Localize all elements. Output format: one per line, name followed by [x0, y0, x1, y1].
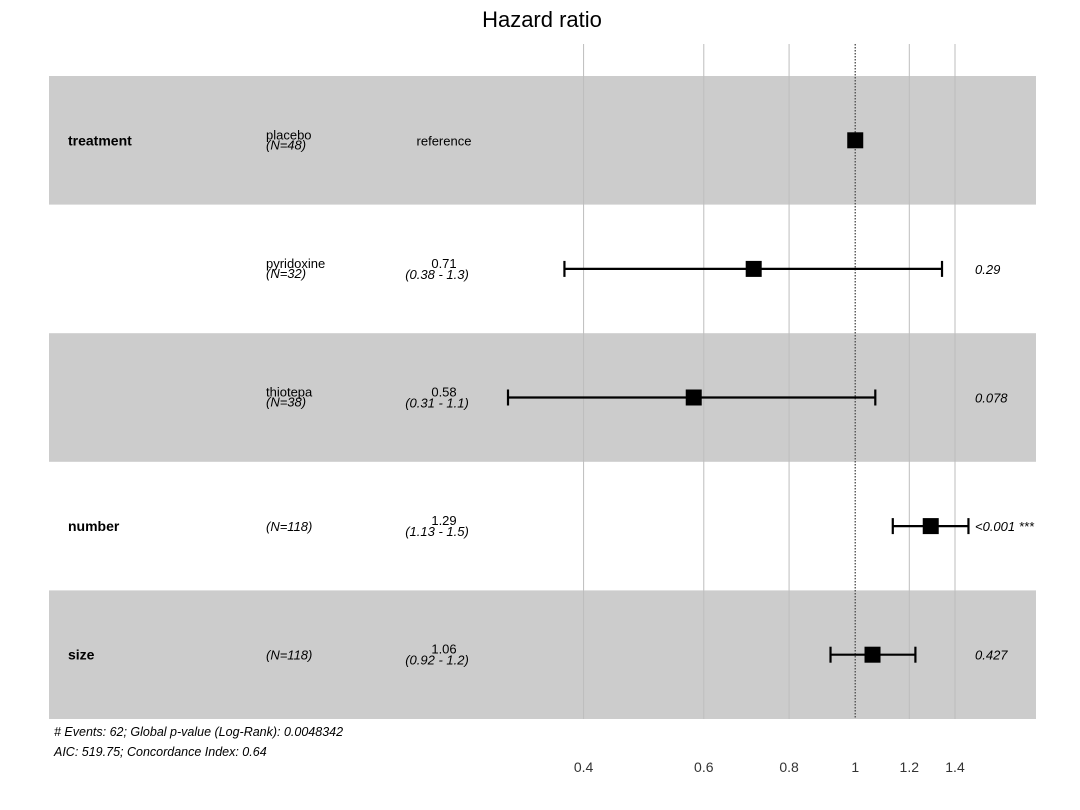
hr-point [847, 132, 864, 149]
gridlines [583, 44, 956, 719]
hr-point [922, 518, 939, 535]
hr-point [745, 260, 762, 277]
p-value-label: <0.001 *** [975, 519, 1035, 534]
row-stripe [49, 76, 1036, 205]
ci-label: (0.31 - 1.1) [405, 396, 469, 411]
n-label: (N=38) [266, 395, 306, 410]
estimate-label: 0.58 [431, 385, 456, 400]
x-tick-label: 0.6 [694, 759, 714, 775]
estimate-label: reference [417, 133, 472, 148]
x-tick-label: 0.4 [574, 759, 594, 775]
level-label: pyridoxine [266, 256, 325, 271]
footnote-line-1: # Events: 62; Global p-value (Log-Rank):… [54, 725, 343, 739]
level-label: placebo [266, 127, 312, 142]
footnote: # Events: 62; Global p-value (Log-Rank):… [53, 725, 343, 759]
table-rows: treatment placebo(N=48) reference pyridoxin… [68, 127, 1035, 667]
n-label: (N=48) [266, 137, 306, 152]
estimate-label: 0.71 [431, 256, 456, 271]
hr-point [864, 646, 881, 663]
variable-label: number [68, 518, 120, 534]
p-value-label: 0.29 [975, 262, 1000, 277]
ci-label: (0.38 - 1.3) [405, 267, 469, 282]
ci-label: (0.92 - 1.2) [405, 653, 469, 668]
x-axis-ticks: 0.4 0.6 0.8 1 1.2 1.4 [574, 759, 965, 775]
forest-marks [506, 132, 970, 663]
p-value-label: 0.078 [975, 391, 1008, 406]
estimate-label: 1.06 [431, 642, 456, 657]
n-label: (N=118) [266, 648, 312, 663]
hr-point [685, 389, 702, 406]
n-label: (N=32) [266, 266, 306, 281]
x-tick-label: 1 [851, 759, 859, 775]
chart-title: Hazard ratio [482, 7, 602, 32]
x-tick-label: 1.2 [900, 759, 920, 775]
estimate-label: 1.29 [431, 513, 456, 528]
variable-label: size [68, 647, 95, 663]
x-tick-label: 1.4 [945, 759, 965, 775]
level-label: thiotepa [266, 385, 313, 400]
p-value-label: 0.427 [975, 648, 1008, 663]
x-tick-label: 0.8 [779, 759, 799, 775]
variable-label: treatment [68, 132, 132, 148]
n-label: (N=118) [266, 519, 312, 534]
footnote-line-2: AIC: 519.75; Concordance Index: 0.64 [53, 745, 267, 759]
ci-label: (1.13 - 1.5) [405, 524, 469, 539]
